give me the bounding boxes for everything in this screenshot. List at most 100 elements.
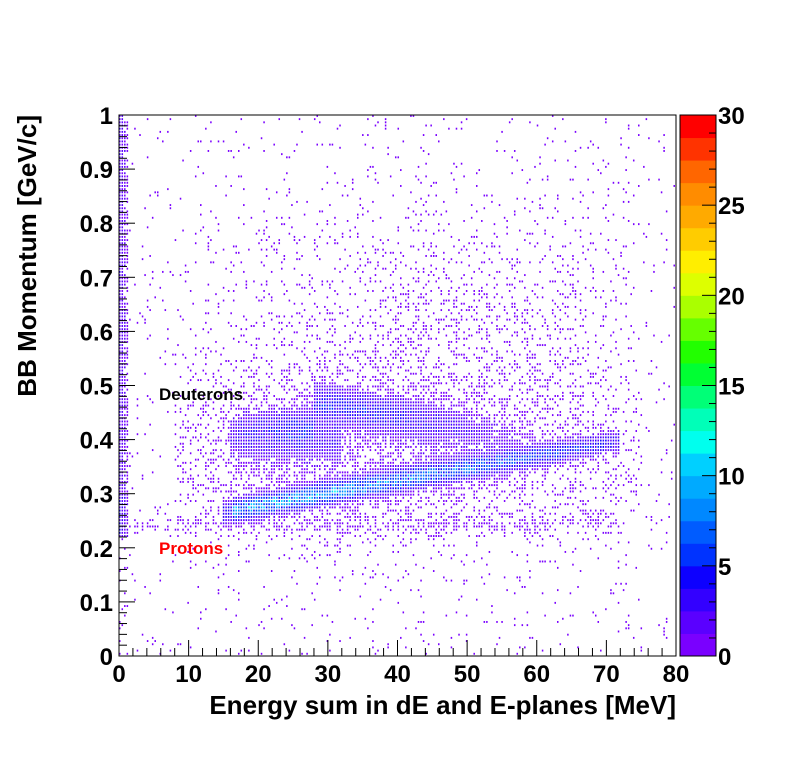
heatmap-cell [174, 458, 177, 461]
heatmap-cell [402, 140, 405, 143]
heatmap-cell [402, 449, 405, 452]
heatmap-cell [263, 296, 265, 299]
heatmap-cell [336, 500, 339, 502]
heatmap-cell [367, 627, 369, 630]
heatmap-cell [291, 204, 293, 207]
heatmap-cell [278, 417, 281, 420]
heatmap-cell [126, 496, 129, 499]
heatmap-cell [387, 395, 389, 397]
heatmap-cell [240, 426, 243, 429]
heatmap-cell [334, 353, 336, 356]
heatmap-cell [432, 484, 435, 487]
heatmap-cell [384, 484, 387, 487]
heatmap-cell [121, 538, 124, 541]
heatmap-cell [301, 430, 303, 432]
heatmap-cell [367, 258, 369, 261]
heatmap-cell [432, 471, 435, 474]
heatmap-cell [349, 410, 351, 413]
heatmap-cell [306, 471, 308, 474]
heatmap-cell [225, 465, 227, 467]
heatmap-cell [430, 515, 432, 518]
heatmap-cell [329, 388, 331, 391]
heatmap-cell [273, 344, 275, 347]
heatmap-cell [265, 226, 268, 229]
heatmap-cell [420, 220, 422, 222]
heatmap-cell [432, 461, 435, 464]
heatmap-cell [339, 506, 341, 509]
heatmap-cell [235, 426, 237, 429]
heatmap-cell [308, 283, 311, 286]
heatmap-cell [205, 452, 207, 455]
heatmap-cell [329, 512, 331, 515]
heatmap-cell [379, 410, 382, 413]
heatmap-cell [230, 420, 232, 423]
heatmap-cell [346, 433, 349, 436]
heatmap-cell [362, 401, 364, 404]
heatmap-cell [341, 280, 344, 283]
heatmap-cell [268, 410, 270, 413]
heatmap-cell [356, 417, 359, 420]
heatmap-cell [359, 455, 362, 458]
heatmap-cell [341, 480, 344, 483]
heatmap-cell [379, 471, 382, 474]
heatmap-cell [344, 531, 346, 534]
heatmap-cell [331, 426, 334, 429]
heatmap-cell [260, 500, 263, 502]
heatmap-cell [119, 118, 121, 121]
heatmap-cell [194, 515, 197, 518]
heatmap-cell [298, 391, 301, 394]
heatmap-cell [124, 484, 126, 487]
heatmap-cell [364, 350, 367, 353]
heatmap-cell [139, 312, 141, 315]
heatmap-cell [422, 270, 425, 273]
heatmap-cell [281, 445, 283, 448]
heatmap-cell [291, 547, 293, 550]
heatmap-cell [258, 407, 260, 410]
heatmap-cell [316, 500, 318, 502]
heatmap-cell [400, 439, 402, 442]
heatmap-cell [389, 461, 392, 464]
heatmap-cell [369, 165, 372, 168]
heatmap-cell [283, 439, 286, 442]
heatmap-cell [275, 426, 278, 429]
heatmap-cell [346, 490, 349, 493]
heatmap-cell [278, 487, 281, 490]
heatmap-cell [263, 232, 265, 235]
heatmap-cell [311, 624, 313, 627]
heatmap-cell [354, 496, 356, 499]
heatmap-cell [394, 414, 397, 417]
heatmap-cell [119, 401, 121, 404]
heatmap-cell [301, 407, 303, 410]
heatmap-cell [382, 477, 384, 480]
heatmap-cell [248, 442, 250, 445]
heatmap-cell [293, 363, 296, 366]
heatmap-cell [412, 461, 415, 464]
heatmap-cell [248, 484, 250, 487]
heatmap-cell [121, 414, 124, 417]
heatmap-cell [356, 528, 359, 531]
heatmap-cell [311, 433, 313, 436]
heatmap-cell [422, 360, 425, 362]
heatmap-cell [387, 646, 389, 649]
heatmap-cell [344, 388, 346, 391]
heatmap-cell [324, 404, 326, 407]
heatmap-cell [331, 340, 334, 343]
heatmap-cell [268, 522, 270, 525]
heatmap-cell [124, 512, 126, 515]
heatmap-cell [394, 490, 397, 493]
heatmap-cell [124, 223, 126, 226]
heatmap-cell [397, 385, 400, 388]
heatmap-cell [235, 458, 237, 461]
heatmap-cell [397, 340, 400, 343]
heatmap-cell [248, 500, 250, 502]
heatmap-cell [420, 331, 422, 334]
heatmap-cell [253, 407, 255, 410]
heatmap-cell [422, 519, 425, 522]
heatmap-cell [382, 385, 384, 388]
heatmap-cell [275, 601, 278, 604]
heatmap-cell [194, 563, 197, 566]
heatmap-cell [187, 477, 189, 480]
heatmap-cell [329, 633, 331, 636]
heatmap-cell [374, 506, 377, 509]
heatmap-cell [124, 325, 126, 327]
